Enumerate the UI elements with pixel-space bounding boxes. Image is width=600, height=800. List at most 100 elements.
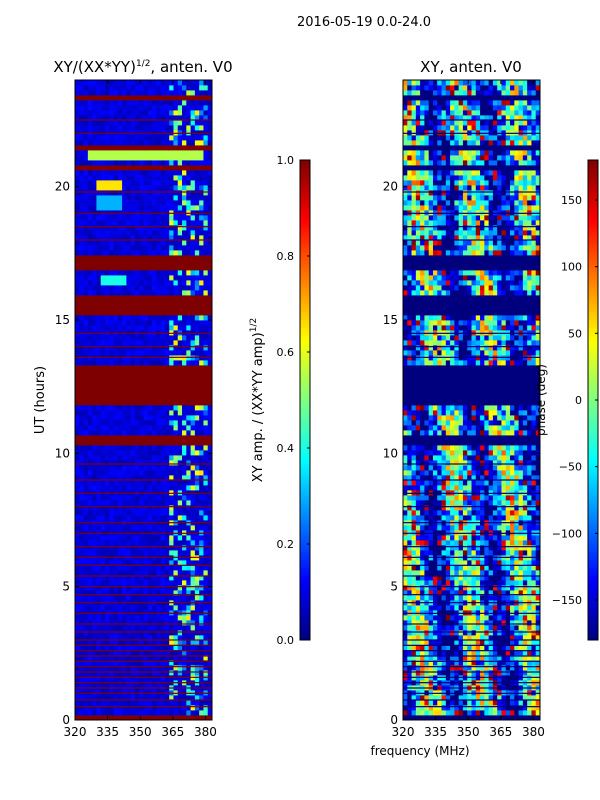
- heatmap-cell: [87, 260, 93, 266]
- heatmap-cell: [96, 150, 102, 156]
- heatmap-cell: [96, 180, 102, 186]
- heatmap-cell: [432, 695, 438, 701]
- heatmap-cell: [207, 650, 213, 656]
- heatmap-cell: [173, 390, 179, 396]
- heatmap-cell: [484, 625, 490, 631]
- heatmap-cell: [143, 260, 149, 266]
- heatmap-cell: [100, 500, 106, 506]
- heatmap-cell: [126, 475, 132, 481]
- heatmap-cell: [169, 390, 174, 396]
- heatmap-cell: [164, 110, 170, 116]
- heatmap-cell: [126, 120, 132, 126]
- heatmap-cell: [407, 700, 412, 706]
- heatmap-cell: [83, 570, 89, 576]
- heatmap-cell: [143, 300, 149, 306]
- heatmap-cell: [199, 210, 204, 216]
- heatmap-cell: [92, 515, 97, 521]
- heatmap-cell: [152, 695, 157, 701]
- heatmap-cell: [126, 235, 132, 241]
- heatmap-cell: [122, 590, 127, 596]
- heatmap-cell: [407, 705, 412, 711]
- heatmap-cell: [462, 715, 468, 721]
- heatmap-cell: [130, 200, 136, 206]
- heatmap-cell: [122, 635, 127, 641]
- heatmap-cell: [420, 650, 425, 656]
- heatmap-cell: [139, 235, 144, 241]
- heatmap-cell: [501, 645, 507, 651]
- heatmap-cell: [122, 335, 127, 341]
- heatmap-cell: [147, 280, 153, 286]
- heatmap-cell: [96, 645, 102, 651]
- colorbar-cell: [300, 232, 310, 237]
- heatmap-cell: [100, 575, 106, 581]
- heatmap-cell: [87, 245, 93, 251]
- heatmap-cell: [169, 560, 174, 566]
- heatmap-cell: [415, 620, 421, 626]
- flag-line: [75, 687, 212, 689]
- heatmap-cell: [83, 575, 89, 581]
- heatmap-cell: [203, 500, 209, 506]
- heatmap-cell: [96, 390, 102, 396]
- heatmap-cell: [160, 630, 166, 636]
- heatmap-cell: [87, 475, 93, 481]
- heatmap-cell: [143, 220, 149, 226]
- heatmap-cell: [96, 670, 102, 676]
- heatmap-cell: [104, 300, 110, 306]
- heatmap-cell: [75, 645, 80, 651]
- heatmap-cell: [450, 710, 455, 716]
- heatmap-cell: [441, 640, 447, 646]
- heatmap-cell: [87, 145, 93, 151]
- heatmap-cell: [199, 315, 204, 321]
- heatmap-cell: [134, 290, 140, 296]
- heatmap-cell: [87, 290, 93, 296]
- heatmap-cell: [96, 305, 102, 311]
- heatmap-cell: [92, 175, 97, 181]
- heatmap-cell: [134, 535, 140, 541]
- heatmap-cell: [143, 625, 149, 631]
- heatmap-cell: [147, 540, 153, 546]
- heatmap-cell: [169, 585, 174, 591]
- heatmap-cell: [134, 300, 140, 306]
- heatmap-cell: [177, 435, 183, 441]
- heatmap-cell: [164, 160, 170, 166]
- heatmap-cell: [182, 200, 187, 206]
- heatmap-cell: [152, 195, 157, 201]
- heatmap-cell: [75, 400, 80, 406]
- heatmap-cell: [186, 625, 191, 631]
- heatmap-cell: [96, 90, 102, 96]
- heatmap-cell: [199, 170, 204, 176]
- heatmap-cell: [194, 120, 200, 126]
- heatmap-cell: [160, 230, 166, 236]
- heatmap-cell: [100, 95, 106, 101]
- heatmap-cell: [96, 185, 102, 191]
- heatmap-cell: [87, 235, 93, 241]
- heatmap-cell: [199, 525, 204, 531]
- heatmap-cell: [190, 705, 196, 711]
- heatmap-cell: [100, 580, 106, 586]
- heatmap-cell: [480, 625, 485, 631]
- heatmap-cell: [492, 650, 498, 656]
- heatmap-cell: [96, 300, 102, 306]
- heatmap-cell: [113, 525, 119, 531]
- heatmap-cell: [160, 470, 166, 476]
- heatmap-cell: [199, 155, 204, 161]
- heatmap-cell: [199, 80, 204, 86]
- heatmap-cell: [143, 485, 149, 491]
- heatmap-cell: [164, 200, 170, 206]
- heatmap-cell: [92, 155, 97, 161]
- heatmap-cell: [79, 635, 84, 641]
- heatmap-cell: [160, 145, 166, 151]
- heatmap-cell: [164, 510, 170, 516]
- heatmap-cell: [203, 710, 209, 716]
- heatmap-cell: [177, 240, 183, 246]
- heatmap-cell: [100, 110, 106, 116]
- heatmap-cell: [122, 160, 127, 166]
- heatmap-cell: [134, 635, 140, 641]
- heatmap-cell: [122, 580, 127, 586]
- heatmap-cell: [160, 410, 166, 416]
- heatmap-cell: [134, 695, 140, 701]
- heatmap-cell: [126, 455, 132, 461]
- heatmap-cell: [113, 190, 119, 196]
- heatmap-cell: [100, 400, 106, 406]
- heatmap-cell: [152, 280, 157, 286]
